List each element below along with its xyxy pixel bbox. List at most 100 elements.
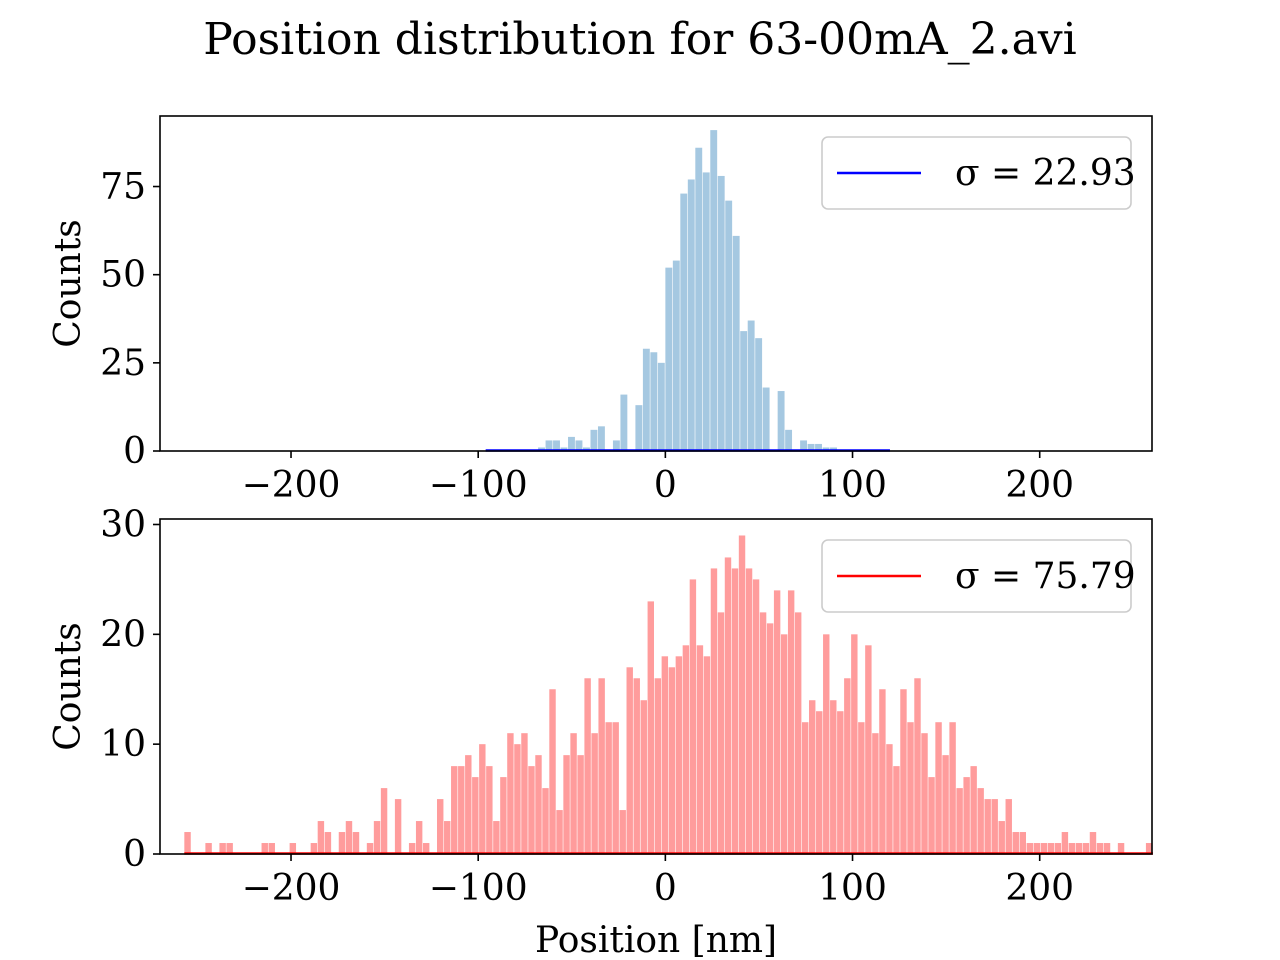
bars	[485, 130, 890, 452]
histogram-bar	[725, 200, 733, 451]
histogram-bar	[1089, 832, 1097, 854]
histogram-bar	[493, 821, 500, 854]
histogram-bar	[657, 362, 665, 451]
histogram-bar	[575, 440, 583, 451]
histogram-bar	[921, 733, 928, 854]
histogram-bar	[752, 579, 760, 854]
histogram-bar	[1033, 843, 1041, 854]
legend: σ = 75.79	[821, 539, 1136, 613]
histogram-bar	[310, 843, 318, 854]
histogram-bar	[1026, 843, 1034, 854]
histogram-bar	[1145, 843, 1153, 854]
histogram-bar	[689, 579, 697, 854]
histogram-bar	[542, 788, 549, 854]
histogram-bar	[661, 656, 669, 854]
histogram-bar	[858, 722, 865, 854]
x-tick-label: 100	[818, 465, 887, 506]
histogram-bar	[626, 667, 633, 854]
histogram-bar	[345, 821, 353, 854]
histogram-bar	[486, 766, 493, 854]
histogram-bar	[800, 440, 808, 451]
histogram-bar	[695, 147, 703, 452]
histogram-bar	[787, 590, 795, 854]
histogram-bar	[650, 352, 658, 451]
histogram-bar	[928, 777, 935, 854]
y-tick-label: 50	[100, 255, 146, 296]
x-tick-label: 200	[1005, 868, 1074, 909]
y-axis-label: Counts	[48, 219, 89, 348]
histogram-bar	[563, 755, 570, 854]
histogram-bar	[949, 722, 956, 854]
y-tick-label: 0	[123, 834, 146, 875]
histogram-bar	[1012, 832, 1019, 854]
histogram-bar	[815, 443, 822, 451]
y-tick-label: 75	[100, 167, 146, 208]
histogram-bar	[717, 175, 725, 451]
histogram-bar	[672, 260, 680, 451]
histogram-bar	[1068, 843, 1076, 854]
histogram-bar	[1047, 843, 1055, 854]
histogram-bar	[538, 447, 545, 451]
histogram-bar	[893, 766, 900, 854]
histogram-bar	[373, 821, 381, 854]
histogram-bar	[991, 799, 998, 854]
x-tick-label: 100	[818, 868, 887, 909]
histogram-bar	[591, 733, 598, 854]
histogram-bar	[794, 612, 802, 854]
y-tick-label: 0	[123, 431, 146, 472]
histogram-bar	[444, 821, 451, 854]
histogram-bar	[226, 843, 233, 854]
histogram-bar	[1117, 843, 1125, 854]
histogram-bar	[963, 777, 970, 854]
histogram-bar	[556, 810, 563, 854]
histogram-bar	[612, 722, 619, 854]
top-histogram-panel: −200 −100 0 100 200 0 25 50 75 Counts σ = 22.93	[48, 115, 1153, 506]
histogram-bar	[458, 766, 465, 854]
histogram-bar	[837, 711, 844, 854]
histogram-bar	[773, 590, 781, 854]
histogram-bar	[633, 678, 640, 854]
histogram-bar	[732, 235, 740, 451]
histogram-bar	[977, 788, 984, 854]
histogram-bar	[415, 821, 423, 854]
histogram-bar	[553, 440, 560, 451]
histogram-bar	[514, 744, 521, 854]
histogram-bar	[851, 634, 858, 854]
y-tick-label: 30	[100, 504, 146, 545]
histogram-bar	[872, 733, 879, 854]
histogram-bar	[777, 391, 785, 451]
histogram-bar	[680, 193, 688, 451]
histogram-bar	[1075, 843, 1083, 854]
histogram-bar	[380, 788, 388, 854]
histogram-bar	[780, 634, 788, 854]
y-axis-label: Counts	[48, 622, 89, 751]
histogram-bar	[570, 733, 577, 854]
legend-box	[821, 539, 1132, 613]
x-tick-label: 200	[1005, 465, 1074, 506]
histogram-bar	[451, 766, 458, 854]
histogram-bar	[647, 601, 654, 854]
histogram-bar	[759, 612, 767, 854]
histogram-bar	[324, 832, 332, 854]
histogram-bar	[710, 568, 718, 854]
histogram-bar	[865, 645, 872, 854]
histogram-bar	[970, 766, 977, 854]
y-tick-label: 20	[100, 614, 146, 655]
histogram-bar	[984, 799, 991, 854]
histogram-bar	[914, 678, 921, 854]
histogram-bar	[830, 700, 837, 854]
histogram-bar	[620, 394, 628, 451]
histogram-bar	[500, 777, 507, 854]
legend-box	[821, 136, 1132, 210]
histogram-bar	[886, 744, 893, 854]
histogram-bar	[807, 443, 815, 451]
histogram-bar	[1082, 843, 1090, 854]
histogram-bar	[338, 832, 346, 854]
histogram-bar	[472, 777, 479, 854]
histogram-bar	[521, 733, 528, 854]
histogram-bar	[762, 387, 770, 451]
histogram-bar	[545, 440, 553, 451]
histogram-bar	[738, 535, 746, 854]
histogram-bar	[702, 172, 710, 452]
